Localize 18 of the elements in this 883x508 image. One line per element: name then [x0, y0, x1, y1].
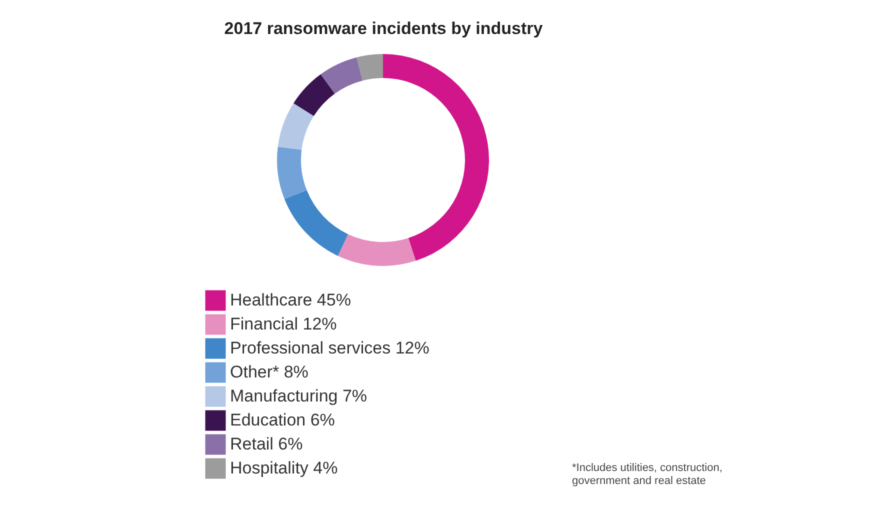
donut-slice — [338, 234, 416, 266]
legend-label: Professional services 12% — [230, 338, 430, 358]
donut-slice — [294, 74, 335, 116]
donut-slice — [284, 190, 348, 256]
chart-title: 2017 ransomware incidents by industry — [224, 19, 544, 38]
donut-slice — [277, 146, 307, 200]
donut-slice — [383, 54, 489, 261]
legend-label: Manufacturing 7% — [230, 386, 368, 406]
legend-label: Other* 8% — [230, 362, 308, 382]
text: *Includes utilities, construction, government and real estate — [572, 462, 722, 487]
donut-slice — [320, 57, 363, 94]
legend-label: Financial 12% — [230, 314, 337, 334]
legend-label: Education 6% — [230, 410, 335, 430]
legend-label: Retail 6% — [230, 434, 303, 454]
legend-label: Healthcare 45% — [230, 290, 351, 310]
donut-slice — [278, 103, 314, 150]
legend-label: Hospitality 4% — [230, 458, 338, 478]
donut-slice — [356, 54, 383, 81]
